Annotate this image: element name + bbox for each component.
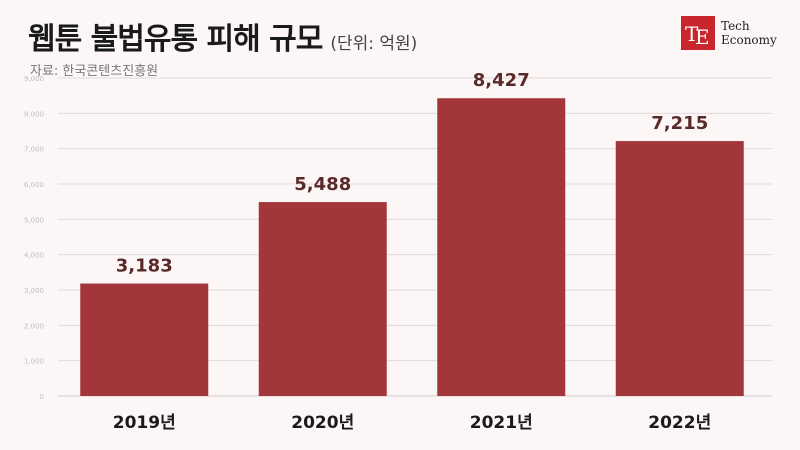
x-tick-label: 2019년 [113, 413, 176, 433]
y-tick-label: 1,000 [24, 358, 44, 366]
y-tick-label: 6,000 [24, 181, 44, 189]
data-label: 8,427 [473, 70, 530, 91]
svg-text:E: E [695, 25, 710, 48]
logo-line-2: Economy [721, 33, 777, 47]
data-label: 3,183 [116, 256, 173, 277]
bar [258, 202, 387, 396]
y-tick-label: 7,000 [24, 146, 44, 154]
logo-line-1: Tech [721, 19, 750, 33]
te-logo-icon: T E [681, 16, 715, 50]
tech-economy-logo: T E Tech Economy [681, 16, 777, 50]
bar [437, 98, 566, 396]
x-tick-label: 2020년 [291, 413, 354, 433]
bar [615, 141, 744, 396]
y-tick-label: 3,000 [24, 287, 44, 295]
y-tick-label: 0 [40, 393, 44, 401]
unit-label: (단위: 억원) [330, 34, 418, 54]
x-tick-label: 2021년 [470, 413, 533, 433]
bar [80, 283, 209, 396]
y-tick-label: 4,000 [24, 252, 44, 260]
x-tick-label: 2022년 [648, 413, 711, 433]
chart-title: 웹툰 불법유통 피해 규모 [28, 22, 323, 57]
y-tick-label: 9,000 [24, 75, 44, 83]
logo-wordmark: Tech Economy [721, 19, 777, 47]
data-label: 5,488 [294, 174, 351, 195]
data-label: 7,215 [651, 113, 708, 134]
title-block: 웹툰 불법유통 피해 규모 (단위: 억원) [28, 14, 417, 58]
y-tick-label: 2,000 [24, 322, 44, 330]
svg-text:T: T [685, 22, 699, 46]
y-tick-label: 5,000 [24, 216, 44, 224]
source-label: 자료: 한국콘텐츠진흥원 [30, 64, 159, 79]
y-tick-label: 8,000 [24, 110, 44, 118]
